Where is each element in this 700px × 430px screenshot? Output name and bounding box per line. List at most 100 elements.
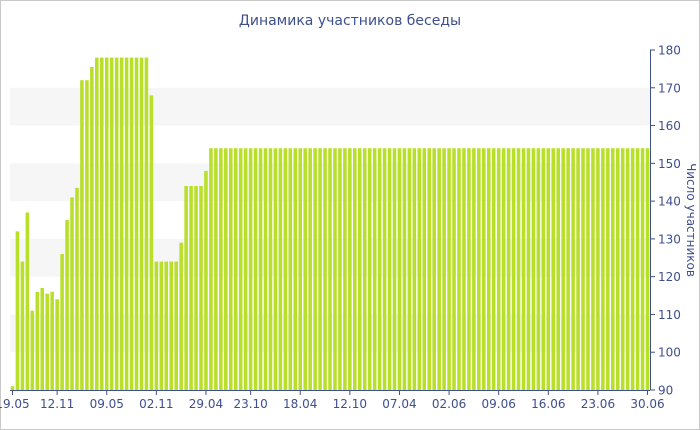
bar bbox=[382, 148, 387, 390]
bar bbox=[417, 148, 422, 390]
bar bbox=[258, 148, 263, 390]
x-tick-label: 29.04 bbox=[189, 397, 223, 411]
x-tick-label: 02.11 bbox=[139, 397, 173, 411]
x-tick-label: 07.04 bbox=[382, 397, 416, 411]
bar bbox=[169, 261, 174, 390]
bar bbox=[501, 148, 506, 390]
bar bbox=[199, 186, 203, 390]
bar bbox=[55, 299, 59, 390]
bar bbox=[80, 80, 84, 390]
bar bbox=[15, 231, 20, 390]
x-tick-label: 23.10 bbox=[233, 397, 267, 411]
bar bbox=[273, 148, 278, 390]
bar bbox=[372, 148, 377, 390]
bar bbox=[526, 148, 531, 390]
bar bbox=[452, 148, 456, 390]
bar bbox=[467, 148, 471, 390]
bar bbox=[318, 148, 322, 390]
y-tick-label: 140 bbox=[658, 195, 681, 209]
bar bbox=[357, 148, 362, 390]
bar bbox=[457, 148, 461, 390]
bar bbox=[109, 57, 114, 391]
bar bbox=[615, 148, 620, 390]
bar bbox=[635, 148, 640, 390]
bar bbox=[228, 148, 233, 390]
bar bbox=[343, 148, 347, 390]
bar bbox=[40, 288, 45, 390]
bar bbox=[268, 148, 273, 390]
bar bbox=[432, 148, 436, 390]
bar bbox=[114, 57, 119, 391]
bar bbox=[50, 291, 54, 390]
bar bbox=[293, 148, 298, 390]
y-axis: 90 100 110 120 130 140 150 160 170 180 bbox=[650, 44, 681, 398]
x-tick-label: 19.05 bbox=[0, 397, 30, 411]
bar bbox=[224, 148, 228, 390]
bar bbox=[645, 148, 650, 390]
bar bbox=[65, 220, 69, 390]
x-tick-label: 02.06 bbox=[432, 397, 466, 411]
x-tick-label: 30.06 bbox=[630, 397, 664, 411]
bar bbox=[620, 148, 625, 390]
bar bbox=[45, 293, 49, 390]
bar bbox=[333, 148, 337, 390]
bar bbox=[581, 148, 585, 390]
bar bbox=[486, 148, 491, 390]
bar bbox=[184, 186, 188, 390]
bar bbox=[288, 148, 293, 390]
bar bbox=[611, 148, 615, 390]
bar bbox=[437, 148, 441, 390]
bar bbox=[422, 148, 427, 390]
bar bbox=[70, 197, 74, 390]
bar bbox=[179, 242, 183, 390]
bar bbox=[536, 148, 541, 390]
y-axis-label: Число участников bbox=[684, 163, 698, 277]
bar bbox=[75, 187, 79, 390]
bar bbox=[248, 148, 253, 390]
bar bbox=[253, 148, 258, 390]
bar bbox=[606, 148, 610, 390]
bar bbox=[531, 148, 536, 390]
bar bbox=[387, 148, 392, 390]
bar bbox=[407, 148, 412, 390]
bar bbox=[119, 57, 124, 391]
bar bbox=[35, 291, 40, 390]
y-tick-label: 170 bbox=[658, 81, 681, 95]
bar bbox=[427, 148, 432, 390]
bar bbox=[30, 310, 35, 390]
y-tick-label: 160 bbox=[658, 119, 681, 133]
bar bbox=[640, 148, 645, 390]
y-tick-label: 180 bbox=[658, 44, 681, 58]
bar bbox=[95, 57, 99, 391]
bar bbox=[90, 67, 94, 390]
y-tick-label: 120 bbox=[658, 270, 681, 284]
bar bbox=[328, 148, 332, 390]
bar bbox=[367, 148, 372, 390]
bar bbox=[412, 148, 417, 390]
bar bbox=[516, 148, 521, 390]
y-tick-label: 90 bbox=[658, 384, 673, 398]
bar bbox=[20, 261, 25, 390]
bar bbox=[164, 261, 169, 390]
bar bbox=[377, 148, 382, 390]
bar bbox=[194, 186, 198, 390]
bar bbox=[214, 148, 218, 390]
bar bbox=[491, 148, 496, 390]
bar bbox=[219, 148, 223, 390]
bar bbox=[154, 261, 159, 390]
x-axis: 19.05 12.11 09.05 02.11 29.04 23.10 18.04 12.10… bbox=[0, 390, 665, 411]
bar bbox=[189, 186, 193, 390]
bar bbox=[402, 148, 407, 390]
bar bbox=[397, 148, 402, 390]
bar bbox=[601, 148, 605, 390]
bar bbox=[323, 148, 327, 390]
bar bbox=[204, 170, 208, 390]
bar bbox=[278, 148, 283, 390]
chart-title: Динамика участников беседы bbox=[238, 13, 462, 29]
bar bbox=[85, 80, 89, 390]
y-tick-label: 100 bbox=[658, 346, 681, 360]
bar bbox=[209, 148, 213, 390]
bar bbox=[233, 148, 238, 390]
bar bbox=[511, 148, 516, 390]
